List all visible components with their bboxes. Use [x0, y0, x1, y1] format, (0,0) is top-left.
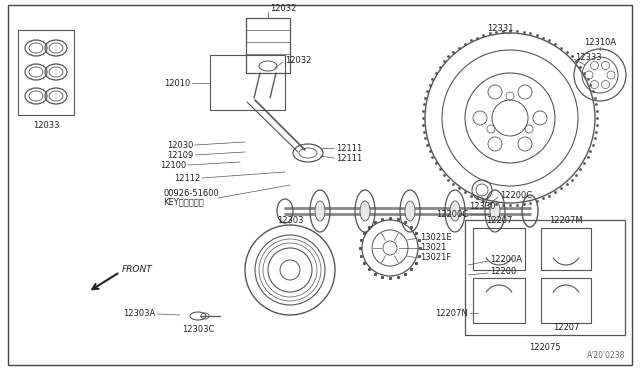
Text: 12032: 12032 — [270, 3, 296, 13]
Text: 12207: 12207 — [486, 215, 512, 224]
Text: 13021E: 13021E — [420, 232, 452, 241]
Bar — [541, 228, 591, 270]
Text: 12310A: 12310A — [584, 38, 616, 46]
Bar — [465, 220, 625, 335]
Ellipse shape — [315, 201, 325, 221]
Text: 12111: 12111 — [336, 154, 362, 163]
Text: 12333: 12333 — [575, 52, 602, 61]
Bar — [246, 18, 290, 73]
Bar — [18, 30, 74, 115]
Text: 12200A: 12200A — [490, 256, 522, 264]
Bar — [473, 228, 525, 270]
Text: 00926-51600: 00926-51600 — [163, 189, 219, 198]
Text: 12200C: 12200C — [500, 190, 532, 199]
Text: 12100: 12100 — [160, 160, 186, 170]
Text: 12331: 12331 — [487, 23, 513, 32]
Bar — [210, 55, 285, 110]
Text: 12303A: 12303A — [123, 308, 155, 317]
Text: 122075: 122075 — [529, 343, 561, 352]
Bar — [541, 278, 591, 323]
Text: KEYキー（２）: KEYキー（２） — [163, 198, 204, 206]
Text: 12303C: 12303C — [182, 326, 214, 334]
Text: 12010: 12010 — [164, 78, 190, 87]
Text: 12330: 12330 — [468, 202, 495, 211]
Text: 12200: 12200 — [490, 267, 516, 276]
Text: 12303: 12303 — [276, 215, 303, 224]
Ellipse shape — [360, 201, 370, 221]
Text: 12030: 12030 — [166, 141, 193, 150]
Ellipse shape — [405, 201, 415, 221]
Text: 12033: 12033 — [33, 121, 60, 129]
Bar — [473, 278, 525, 323]
Text: FRONT: FRONT — [122, 266, 153, 275]
Text: 12111: 12111 — [336, 144, 362, 153]
Text: 12109: 12109 — [167, 151, 193, 160]
Text: 12207M: 12207M — [549, 215, 583, 224]
Text: 12112: 12112 — [173, 173, 200, 183]
Text: 12032: 12032 — [285, 55, 312, 64]
Text: 12200C: 12200C — [436, 209, 468, 218]
Text: 13021F: 13021F — [420, 253, 451, 262]
Text: 13021: 13021 — [420, 243, 446, 251]
Text: 12207N: 12207N — [435, 308, 468, 317]
Text: 12207: 12207 — [553, 324, 579, 333]
Ellipse shape — [450, 201, 460, 221]
Text: A'20'0238: A'20'0238 — [587, 351, 625, 360]
Ellipse shape — [490, 201, 500, 221]
